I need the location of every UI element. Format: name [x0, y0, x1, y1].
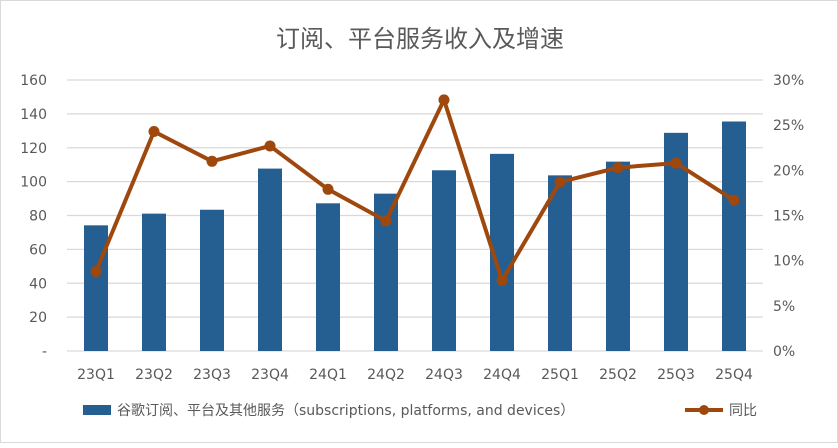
growth-point: [264, 140, 276, 152]
legend-line-label: 同比: [729, 403, 757, 419]
growth-point: [438, 94, 450, 106]
left-tick-label: 20: [29, 310, 47, 326]
growth-point: [380, 215, 392, 227]
x-tick-label: 23Q3: [193, 367, 231, 383]
left-tick-label: 100: [20, 175, 47, 191]
bar: [316, 203, 340, 351]
x-tick-label: 24Q4: [483, 367, 521, 383]
left-tick-label: 60: [29, 242, 47, 258]
bar: [142, 213, 166, 351]
x-tick-label: 24Q1: [309, 367, 347, 383]
bar: [606, 161, 630, 351]
legend-line-marker: [699, 405, 709, 415]
growth-point: [612, 162, 624, 174]
bar: [84, 225, 108, 351]
left-tick-label: 160: [20, 73, 47, 89]
bar: [722, 121, 746, 351]
growth-line: [94, 97, 736, 283]
left-tick-label: 140: [20, 107, 47, 123]
right-tick-label: 10%: [773, 254, 804, 270]
x-tick-label: 23Q2: [135, 367, 173, 383]
growth-point: [90, 266, 102, 278]
growth-point: [728, 194, 740, 206]
x-tick-label: 23Q4: [251, 367, 289, 383]
growth-point: [206, 155, 218, 167]
x-tick-label: 25Q1: [541, 367, 579, 383]
right-tick-label: 30%: [773, 73, 804, 89]
growth-point: [554, 176, 566, 188]
legend-bar-label: 谷歌订阅、平台及其他服务（subscriptions, platforms, a…: [117, 403, 574, 419]
bar: [258, 168, 282, 351]
growth-point: [670, 157, 682, 169]
left-tick-label: -: [42, 344, 47, 360]
growth-point: [148, 125, 160, 137]
chart-title: 订阅、平台服务收入及增速: [276, 25, 564, 53]
bar: [432, 170, 456, 351]
right-tick-label: 0%: [773, 344, 795, 360]
growth-point: [322, 183, 334, 195]
left-tick-label: 40: [29, 276, 47, 292]
bar: [200, 209, 224, 351]
legend: 谷歌订阅、平台及其他服务（subscriptions, platforms, a…: [83, 403, 757, 419]
left-tick-label: 120: [20, 141, 47, 157]
x-tick-label: 25Q3: [657, 367, 695, 383]
right-tick-label: 20%: [773, 163, 804, 179]
right-tick-label: 25%: [773, 118, 804, 134]
x-tick-label: 24Q3: [425, 367, 463, 383]
x-tick-label: 25Q4: [715, 367, 753, 383]
right-tick-label: 15%: [773, 209, 804, 225]
bar: [548, 175, 572, 351]
x-tick-label: 24Q2: [367, 367, 405, 383]
right-tick-label: 5%: [773, 299, 795, 315]
growth-point: [496, 275, 508, 287]
legend-bar-swatch: [83, 405, 111, 415]
left-tick-label: 80: [29, 209, 47, 225]
x-tick-label: 23Q1: [77, 367, 115, 383]
x-tick-label: 25Q2: [599, 367, 637, 383]
